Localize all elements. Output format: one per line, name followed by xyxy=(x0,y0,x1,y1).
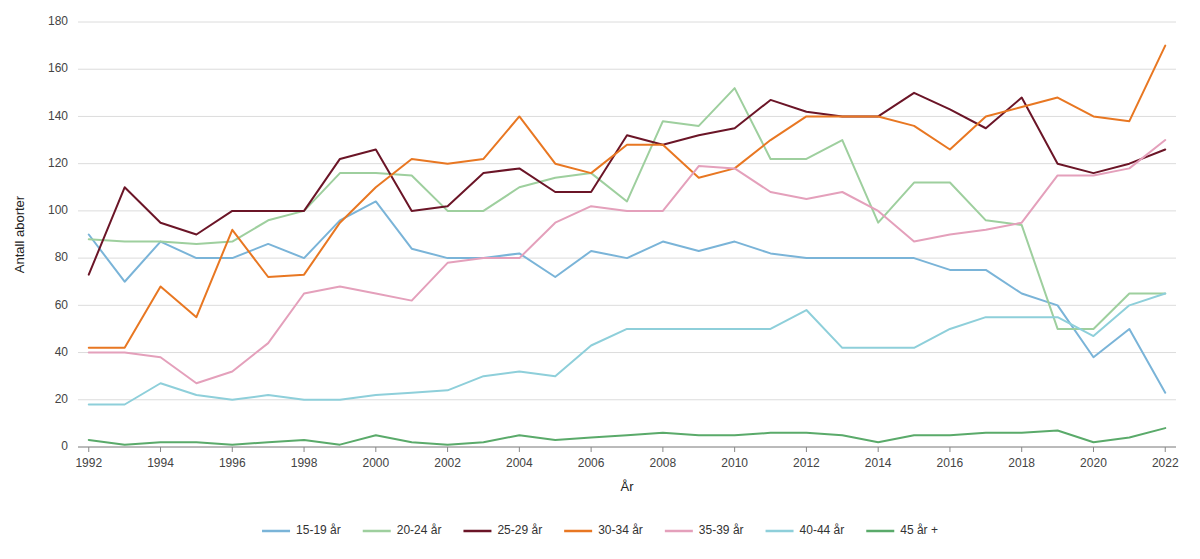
legend-label: 40-44 år xyxy=(800,523,845,537)
y-tick-label: 100 xyxy=(48,203,68,217)
x-tick xyxy=(232,447,233,452)
legend-swatch xyxy=(463,530,491,533)
lines xyxy=(89,46,1165,445)
chart: 0 20 40 60 80 100 120 140 160 180 1992 1994 1996 1998… xyxy=(0,0,1200,559)
legend-item: 25-29 år xyxy=(463,523,542,537)
grid-line xyxy=(78,22,1176,23)
legend-item: 35-39 år xyxy=(665,523,744,537)
grid-line xyxy=(78,399,1176,400)
y-tick-label: 180 xyxy=(48,14,68,28)
x-tick-label: 2020 xyxy=(1080,456,1107,470)
legend-label: 35-39 år xyxy=(699,523,744,537)
x-tick-label: 2002 xyxy=(434,456,461,470)
x-tick-label: 2004 xyxy=(506,456,533,470)
x-tick xyxy=(662,447,663,452)
y-tick-label: 160 xyxy=(48,61,68,75)
y-axis-label: Antall aborter xyxy=(12,195,27,273)
x-tick xyxy=(447,447,448,452)
x-tick xyxy=(304,447,305,452)
legend-swatch xyxy=(262,530,290,533)
x-tick-label: 2010 xyxy=(721,456,748,470)
x-tick xyxy=(375,447,376,452)
grid-line xyxy=(78,305,1176,306)
x-tick xyxy=(878,447,879,452)
legend-label: 45 år + xyxy=(900,523,938,537)
x-tick-label: 2014 xyxy=(865,456,892,470)
x-tick xyxy=(1021,447,1022,452)
x-tick-label: 2000 xyxy=(362,456,389,470)
y-tick-label: 20 xyxy=(55,392,69,406)
legend-label: 30-34 år xyxy=(598,523,643,537)
legend-item: 40-44 år xyxy=(766,523,845,537)
grid-line xyxy=(78,69,1176,70)
x-tick-label: 1994 xyxy=(147,456,174,470)
series-line xyxy=(89,428,1165,445)
series-line xyxy=(89,88,1165,329)
x-tick xyxy=(88,447,89,452)
series-line xyxy=(89,140,1165,383)
x-tick xyxy=(806,447,807,452)
x-tick-label: 2006 xyxy=(578,456,605,470)
x-tick-label: 2018 xyxy=(1008,456,1035,470)
y-tick-label: 60 xyxy=(55,298,69,312)
x-axis-label: År xyxy=(621,479,635,494)
grid-line xyxy=(78,447,1176,448)
legend-swatch xyxy=(665,530,693,533)
x-tick xyxy=(949,447,950,452)
x-tick xyxy=(160,447,161,452)
y-tick-label: 80 xyxy=(55,250,69,264)
x-tick-label: 2022 xyxy=(1152,456,1179,470)
series-line xyxy=(89,46,1165,348)
x-tick-label: 2008 xyxy=(650,456,677,470)
legend-swatch xyxy=(866,530,894,533)
x-tick-label: 1996 xyxy=(219,456,246,470)
legend-item: 15-19 år xyxy=(262,523,341,537)
x-tick xyxy=(734,447,735,452)
x-tick xyxy=(1093,447,1094,452)
x-tick xyxy=(591,447,592,452)
x-tick-label: 2012 xyxy=(793,456,820,470)
y-tick-label: 0 xyxy=(61,439,68,453)
legend-item: 30-34 år xyxy=(564,523,643,537)
legend-swatch xyxy=(564,530,592,533)
grid-line xyxy=(78,163,1176,164)
legend-label: 15-19 år xyxy=(296,523,341,537)
y-tick-label: 40 xyxy=(55,345,69,359)
legend-label: 20-24 år xyxy=(397,523,442,537)
legend-swatch xyxy=(363,530,391,533)
legend: 15-19 år 20-24 år 25-29 år 30-34 år 35-39 år… xyxy=(262,523,938,537)
x-tick-label: 1998 xyxy=(291,456,318,470)
legend-item: 45 år + xyxy=(866,523,938,537)
y-tick-label: 120 xyxy=(48,156,68,170)
grid-line xyxy=(78,352,1176,353)
x-tick xyxy=(1165,447,1166,452)
legend-item: 20-24 år xyxy=(363,523,442,537)
x-axis-line xyxy=(78,447,1176,448)
x-tick-label: 2016 xyxy=(937,456,964,470)
legend-label: 25-29 år xyxy=(497,523,542,537)
x-tick-label: 1992 xyxy=(75,456,102,470)
grid-line xyxy=(78,116,1176,117)
series-line xyxy=(89,294,1165,405)
legend-swatch xyxy=(766,530,794,533)
x-tick xyxy=(519,447,520,452)
series-line xyxy=(89,93,1165,275)
y-tick-label: 140 xyxy=(48,109,68,123)
axes: 0 20 40 60 80 100 120 140 160 180 1992 1994 1996 1998… xyxy=(48,14,1179,470)
